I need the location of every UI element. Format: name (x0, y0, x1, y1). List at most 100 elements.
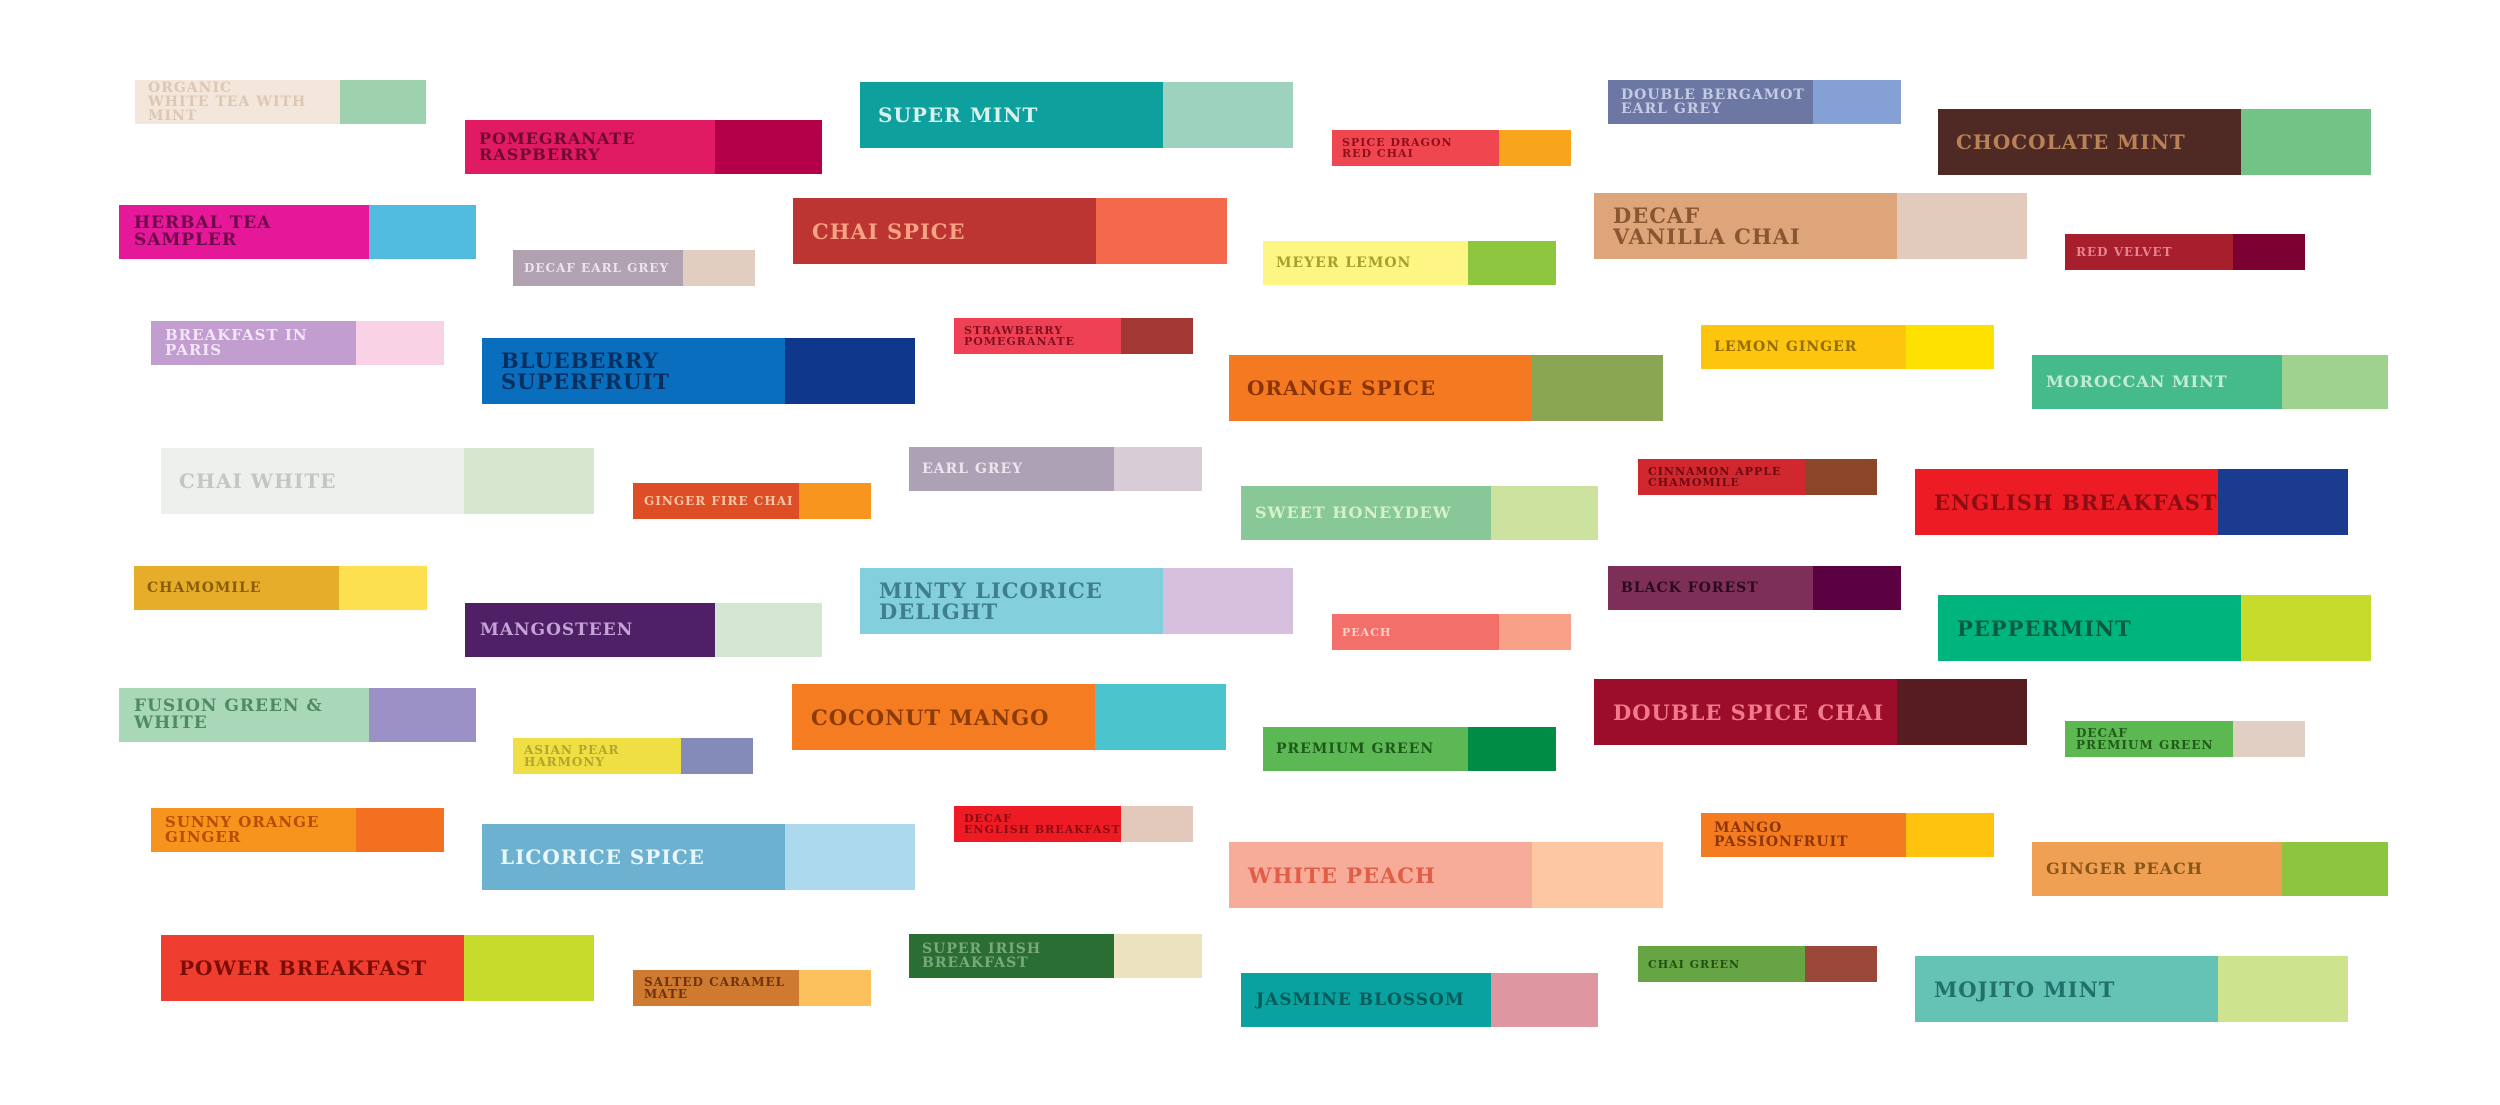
swatch-accent (799, 970, 871, 1006)
swatch-accent (356, 321, 444, 365)
swatch-accent (339, 566, 427, 610)
swatch-accent (1114, 934, 1202, 978)
swatch-pomegranate-raspberry: Pomegranate Raspberry (465, 120, 822, 174)
swatch-moroccan-mint: Moroccan Mint (2032, 355, 2388, 409)
swatch-label: Peach (1332, 614, 1499, 650)
swatch-accent (2282, 355, 2388, 409)
swatch-label: Super Mint (860, 82, 1163, 148)
swatch-sunny-orange-ginger: Sunny Orange Ginger (151, 808, 444, 852)
swatch-accent (715, 120, 822, 174)
swatch-label: Decaf Premium Green (2065, 721, 2233, 757)
swatch-label: Pomegranate Raspberry (465, 120, 715, 174)
swatch-accent (1906, 325, 1994, 369)
swatch-label: Super Irish Breakfast (909, 934, 1114, 978)
swatch-accent (464, 448, 594, 514)
swatch-decaf-earl-grey: Decaf Earl Grey (513, 250, 755, 286)
swatch-label: Chai Green (1638, 946, 1805, 982)
swatch-breakfast-in-paris: Breakfast in Paris (151, 321, 444, 365)
swatch-double-bergamot-earl-grey: Double Bergamot Earl Grey (1608, 80, 1901, 124)
swatch-label: Peppermint (1938, 595, 2241, 661)
swatch-meyer-lemon: Meyer Lemon (1263, 241, 1556, 285)
swatch-white-peach: White Peach (1229, 842, 1663, 908)
swatch-accent (1532, 842, 1663, 908)
swatch-accent (2218, 469, 2348, 535)
swatch-label: Blueberry Superfruit (482, 338, 785, 404)
swatch-power-breakfast: Power Breakfast (161, 935, 594, 1001)
swatch-label: Breakfast in Paris (151, 321, 356, 365)
swatch-label: Decaf Earl Grey (513, 250, 683, 286)
swatch-accent (1897, 193, 2027, 259)
swatch-decaf-english-breakfast: Decaf English Breakfast (954, 806, 1193, 842)
swatch-double-spice-chai: Double Spice Chai (1594, 679, 2027, 745)
swatch-label: Cinnamon Apple Chamomile (1638, 459, 1805, 495)
swatch-label: English Breakfast (1915, 469, 2218, 535)
swatch-accent (1805, 946, 1877, 982)
swatch-strawberry-pomegranate: Strawberry Pomegranate (954, 318, 1193, 354)
swatch-accent (1499, 614, 1571, 650)
swatch-accent (785, 338, 915, 404)
swatch-herbal-tea-sampler: Herbal Tea Sampler (119, 205, 476, 259)
swatch-accent (1163, 82, 1293, 148)
swatch-decaf-vanilla-chai: Decaf Vanilla Chai (1594, 193, 2027, 259)
swatch-accent (1491, 973, 1598, 1027)
swatch-label: White Peach (1229, 842, 1532, 908)
swatch-fusion-green-white: Fusion Green & White (119, 688, 476, 742)
swatch-label: Decaf Vanilla Chai (1594, 193, 1897, 259)
swatch-chai-spice: Chai Spice (793, 198, 1227, 264)
swatch-ginger-fire-chai: Ginger Fire Chai (633, 483, 871, 519)
swatch-label: Sunny Orange Ginger (151, 808, 356, 852)
swatch-mojito-mint: Mojito Mint (1915, 956, 2348, 1022)
swatch-red-velvet: Red Velvet (2065, 234, 2305, 270)
swatch-label: Double Bergamot Earl Grey (1608, 80, 1813, 124)
swatch-label: Mango Passionfruit (1701, 813, 1906, 857)
swatch-accent (681, 738, 753, 774)
swatch-peach: Peach (1332, 614, 1571, 650)
swatch-sweet-honeydew: Sweet Honeydew (1241, 486, 1598, 540)
swatch-jasmine-blossom: Jasmine Blossom (1241, 973, 1598, 1027)
swatch-label: Meyer Lemon (1263, 241, 1468, 285)
swatch-chamomile: Chamomile (134, 566, 427, 610)
swatch-accent (464, 935, 594, 1001)
swatch-accent (2282, 842, 2388, 896)
swatch-accent (1813, 80, 1901, 124)
swatch-mango-passionfruit: Mango Passionfruit (1701, 813, 1994, 857)
swatch-label: Chamomile (134, 566, 339, 610)
swatch-chocolate-mint: Chocolate Mint (1938, 109, 2371, 175)
swatch-chai-white: Chai White (161, 448, 594, 514)
swatch-label: Chai White (161, 448, 464, 514)
swatch-accent (1805, 459, 1877, 495)
swatch-accent (2233, 721, 2305, 757)
swatch-cinnamon-apple-chamomile: Cinnamon Apple Chamomile (1638, 459, 1877, 495)
swatch-label: Salted Caramel Mate (633, 970, 799, 1006)
swatch-licorice-spice: Licorice Spice (482, 824, 915, 890)
swatch-accent (369, 205, 476, 259)
swatch-label: Chocolate Mint (1938, 109, 2241, 175)
swatch-accent (715, 603, 822, 657)
swatch-accent (356, 808, 444, 852)
swatch-accent (1499, 130, 1571, 166)
swatch-label: Earl Grey (909, 447, 1114, 491)
swatch-label: Power Breakfast (161, 935, 464, 1001)
swatch-label: Moroccan Mint (2032, 355, 2282, 409)
swatch-label: Double Spice Chai (1594, 679, 1897, 745)
swatch-accent (1121, 806, 1193, 842)
swatch-label: Red Velvet (2065, 234, 2233, 270)
swatch-accent (1813, 566, 1901, 610)
swatch-accent (1114, 447, 1202, 491)
swatch-accent (1163, 568, 1293, 634)
swatch-label: Premium Green (1263, 727, 1468, 771)
swatch-english-breakfast: English Breakfast (1915, 469, 2348, 535)
swatch-label: Spice Dragon Red Chai (1332, 130, 1499, 166)
swatch-super-irish-breakfast: Super Irish Breakfast (909, 934, 1202, 978)
swatch-orange-spice: Orange Spice (1229, 355, 1663, 421)
swatch-label: Asian Pear Harmony (513, 738, 681, 774)
swatch-premium-green: Premium Green (1263, 727, 1556, 771)
swatch-accent (1468, 727, 1556, 771)
swatch-label: Organic White Tea with Mint (135, 80, 340, 124)
swatch-label: Jasmine Blossom (1241, 973, 1491, 1027)
swatch-accent (1491, 486, 1598, 540)
swatch-accent (2218, 956, 2348, 1022)
swatch-label: Mojito Mint (1915, 956, 2218, 1022)
swatch-accent (2241, 595, 2371, 661)
